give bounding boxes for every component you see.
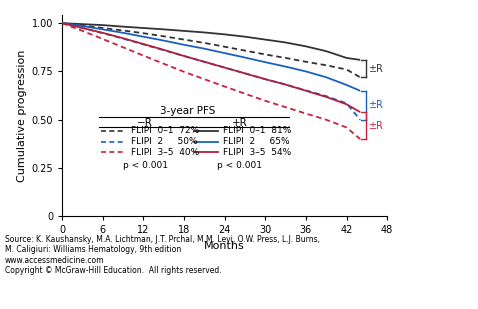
Text: Source: K. Kaushansky, M.A. Lichtman, J.T. Prchal, M.M. Levi, O.W. Press, L.J. B: Source: K. Kaushansky, M.A. Lichtman, J.…: [5, 235, 320, 275]
Text: ±R: ±R: [368, 121, 383, 130]
Text: FLIPI  2     65%: FLIPI 2 65%: [223, 137, 290, 146]
Text: FLIPI  0–1  81%: FLIPI 0–1 81%: [223, 126, 292, 135]
Text: ±R: ±R: [368, 100, 383, 110]
Text: p < 0.001: p < 0.001: [217, 161, 262, 170]
X-axis label: Months: Months: [204, 241, 245, 251]
Y-axis label: Cumulative progression: Cumulative progression: [17, 50, 27, 182]
Text: 3-year PFS: 3-year PFS: [160, 106, 215, 116]
Text: p < 0.001: p < 0.001: [122, 161, 168, 170]
Text: FLIPI  0–1  72%: FLIPI 0–1 72%: [130, 126, 199, 135]
Text: FLIPI  2     50%: FLIPI 2 50%: [130, 137, 197, 146]
Text: FLIPI  3–5  54%: FLIPI 3–5 54%: [223, 148, 292, 157]
Text: FLIPI  3–5  40%: FLIPI 3–5 40%: [130, 148, 199, 157]
Text: +R: +R: [232, 118, 248, 128]
Text: ±R: ±R: [368, 64, 383, 74]
Text: −R: −R: [137, 118, 153, 128]
